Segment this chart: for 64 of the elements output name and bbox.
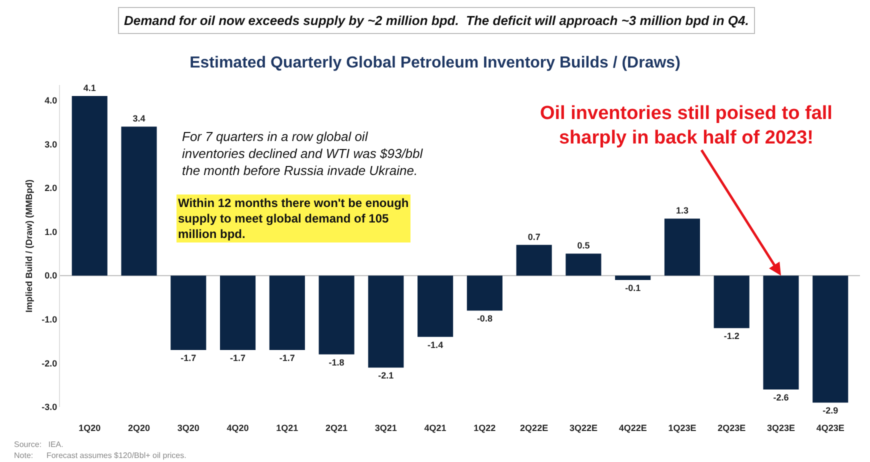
- x-tick-label: 4Q21: [424, 423, 446, 433]
- chart-title: Estimated Quarterly Global Petroleum Inventory Builds / (Draws): [190, 54, 680, 72]
- annotation: For 7 quarters in a row global oil inventories declined and WTI was $93/bbl the month before Russia invade Ukraine.: [182, 129, 424, 178]
- data-label: -1.8: [328, 357, 344, 368]
- data-label: -0.8: [476, 314, 492, 324]
- y-tick-label: 4.0: [44, 95, 58, 106]
- data-label: -2.9: [822, 406, 838, 416]
- bar: [318, 276, 354, 354]
- y-tick-label: 2.0: [44, 183, 58, 194]
- data-label: 0.7: [528, 232, 540, 242]
- bar: [763, 276, 799, 390]
- data-label: -1.7: [230, 353, 246, 364]
- y-tick-label: 1.0: [44, 226, 58, 237]
- bar: [170, 276, 206, 350]
- data-label: 0.5: [577, 240, 590, 251]
- data-label: -1.4: [428, 340, 444, 350]
- y-tick-label: 3.0: [44, 139, 58, 150]
- y-tick-label: -3.0: [42, 402, 58, 412]
- y-tick-label: 0.0: [44, 270, 58, 281]
- x-tick-label: 1Q23E: [668, 423, 696, 433]
- bar: [566, 254, 602, 276]
- bar: [714, 276, 750, 328]
- data-label: -1.7: [180, 353, 196, 364]
- x-tick-label: 3Q21: [374, 423, 397, 433]
- bar: [269, 276, 305, 350]
- x-tick-label: 2Q21: [326, 423, 348, 433]
- bar: [368, 276, 404, 368]
- x-tick-label: 3Q20: [177, 423, 200, 433]
- bar: [466, 276, 502, 311]
- data-label: 4.1: [83, 82, 96, 93]
- bar: [516, 244, 552, 276]
- y-axis-title: Implied Build / (Draw) (MMBpd): [24, 180, 34, 312]
- annotation: Oil inventories still poised to fall sharply in back half of 2023!: [540, 103, 832, 149]
- x-tick-label: 1Q22: [474, 423, 496, 433]
- y-tick-label: -1.0: [42, 314, 58, 325]
- bar: [72, 96, 108, 276]
- data-label: -2.6: [773, 392, 789, 402]
- text: Note: Forecast assumes $120/Bbl+ oil prices.: [14, 451, 186, 460]
- data-label: -1.7: [279, 353, 295, 364]
- x-tick-label: 2Q23E: [718, 423, 746, 433]
- data-label: 3.4: [132, 114, 146, 124]
- bar: [418, 276, 454, 337]
- bar: [664, 218, 700, 276]
- bar: [121, 126, 157, 276]
- x-tick-label: 2Q22E: [520, 423, 548, 433]
- source-note: Source: IEA.: [14, 440, 64, 449]
- bar: [615, 276, 651, 280]
- x-tick-label: 4Q22E: [618, 423, 647, 433]
- data-label: -0.1: [625, 282, 641, 293]
- y-tick-label: -2.0: [42, 358, 58, 368]
- x-tick-label: 1Q20: [78, 423, 101, 433]
- chart-subtitle: Demand for oil now exceeds supply by ~2 million bpd. The deficit will approach ~3 million bpd in Q4.: [124, 13, 749, 28]
- x-tick-label: 3Q23E: [766, 423, 796, 433]
- bar: [812, 276, 848, 403]
- x-tick-label: 1Q21: [276, 423, 298, 433]
- annotation: Within 12 months there won't be enough supply to meet global demand of 105 million bpd.: [178, 196, 409, 242]
- x-tick-label: 4Q20: [226, 423, 249, 433]
- bar: [220, 276, 256, 350]
- x-tick-label: 3Q22E: [569, 423, 598, 433]
- x-tick-label: 4Q23E: [816, 423, 844, 433]
- data-label: -2.1: [378, 370, 394, 381]
- x-tick-label: 2Q20: [128, 423, 150, 433]
- data-label: 1.3: [676, 206, 688, 216]
- data-label: -1.2: [724, 331, 740, 342]
